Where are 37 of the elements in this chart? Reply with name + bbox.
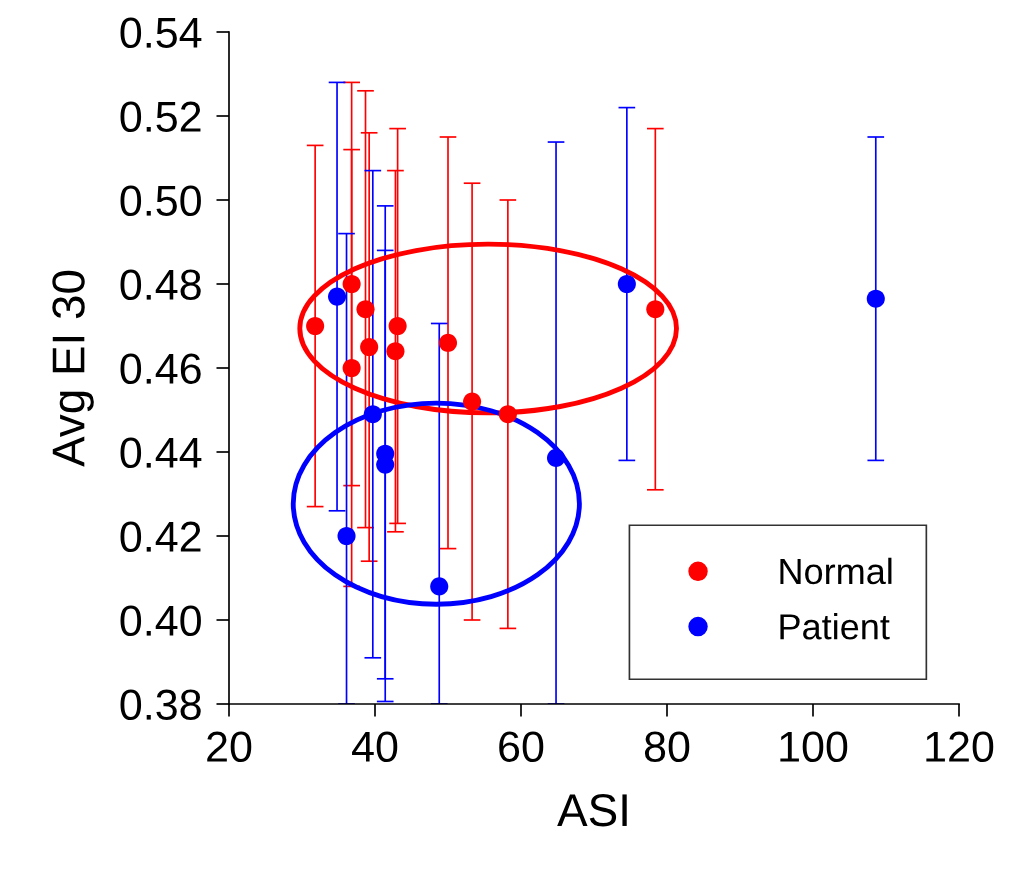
y-tick-label: 0.50 — [120, 185, 201, 217]
y-tick-label: 0.54 — [120, 17, 202, 49]
point — [463, 392, 482, 411]
point — [356, 300, 375, 319]
y-tick-label: 0.38 — [120, 689, 201, 721]
y-tick-label: 0.40 — [120, 605, 201, 637]
y-tick-label: 0.48 — [120, 269, 201, 301]
point — [360, 337, 379, 357]
point — [306, 316, 325, 336]
x-tick-label: 120 — [926, 731, 994, 763]
point — [866, 289, 885, 308]
x-tick-label: 100 — [780, 731, 848, 763]
point — [430, 577, 449, 596]
y-axis-title: Avg EI 30 — [52, 270, 94, 467]
x-tick-label: 80 — [644, 731, 690, 763]
x-tick-label: 20 — [207, 731, 252, 763]
legend-label: Normal — [780, 557, 892, 585]
point — [386, 342, 405, 361]
point — [327, 287, 347, 306]
y-tick-label: 0.46 — [120, 353, 201, 385]
point — [438, 333, 458, 352]
point — [388, 316, 407, 336]
point — [617, 274, 636, 294]
point — [546, 448, 566, 467]
point — [342, 358, 361, 378]
point — [498, 405, 517, 424]
y-tick-label: 0.44 — [120, 437, 202, 469]
x-tick-label: 60 — [499, 731, 544, 763]
point — [342, 274, 361, 294]
x-tick-label: 40 — [352, 731, 398, 763]
point — [337, 526, 356, 546]
point — [363, 405, 382, 424]
legend-label: Patient — [780, 613, 890, 640]
y-tick-label: 0.42 — [120, 521, 201, 553]
y-tick-label: 0.52 — [120, 101, 201, 133]
x-axis-title: ASI — [557, 793, 627, 827]
point — [646, 300, 665, 319]
